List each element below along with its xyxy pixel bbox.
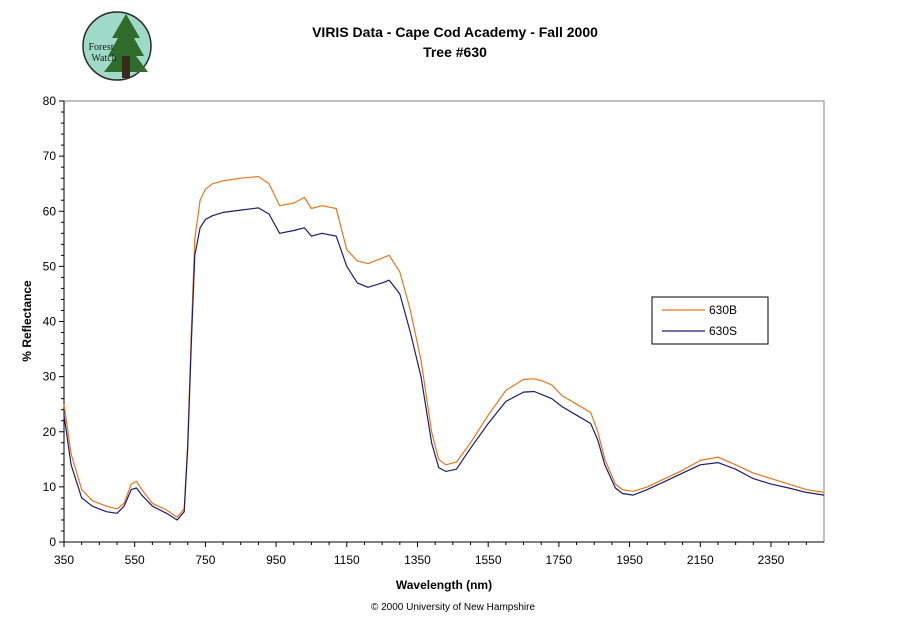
- series-line-630s: [63, 207, 825, 521]
- y-tick-label: 30: [43, 370, 57, 384]
- legend-label-630b: 630B: [709, 303, 737, 317]
- x-tick-label: 1750: [546, 553, 573, 567]
- x-axis-label: Wavelength (nm): [396, 578, 492, 592]
- x-tick-label: 1550: [475, 553, 502, 567]
- legend: 630B 630S: [651, 296, 769, 345]
- y-axis-label: % Reflectance: [20, 280, 34, 362]
- x-tick-label: 1350: [404, 553, 431, 567]
- y-tick-label: 50: [43, 259, 57, 273]
- legend-label-630s: 630S: [709, 324, 737, 338]
- logo-text-line2: Watch: [91, 53, 116, 64]
- y-axis-ticks: 0 10 20 30 40 50 60 70 80: [43, 94, 64, 549]
- x-tick-label: 2350: [758, 553, 785, 567]
- forest-watch-logo: Forest Watch: [82, 11, 152, 81]
- x-tick-label: 550: [125, 553, 145, 567]
- x-axis-ticks: 350 550 750 950 1150 1350 1550 1750 1950 2150 2350: [54, 542, 807, 567]
- y-tick-label: 10: [43, 480, 57, 494]
- x-tick-label: 950: [266, 553, 286, 567]
- y-tick-label: 70: [43, 149, 57, 163]
- y-tick-label: 80: [43, 94, 57, 108]
- chart-title: VIRIS Data - Cape Cod Academy - Fall 200…: [312, 24, 598, 40]
- copyright-footer: © 2000 University of New Hampshire: [371, 602, 536, 613]
- y-tick-label: 0: [49, 535, 56, 549]
- y-tick-label: 60: [43, 204, 57, 218]
- y-tick-label: 20: [43, 425, 57, 439]
- chart-subtitle: Tree #630: [423, 44, 487, 60]
- tree-icon: [104, 14, 148, 78]
- x-tick-label: 2150: [687, 553, 714, 567]
- x-tick-label: 1150: [334, 553, 360, 567]
- x-tick-label: 1950: [616, 553, 643, 567]
- series-layer: [63, 175, 825, 521]
- x-tick-label: 350: [54, 553, 74, 567]
- series-line-630b: [63, 175, 825, 518]
- legend-box: [651, 296, 769, 345]
- x-tick-label: 750: [195, 553, 215, 567]
- y-tick-label: 40: [43, 315, 57, 329]
- logo-text-line1: Forest: [89, 42, 114, 53]
